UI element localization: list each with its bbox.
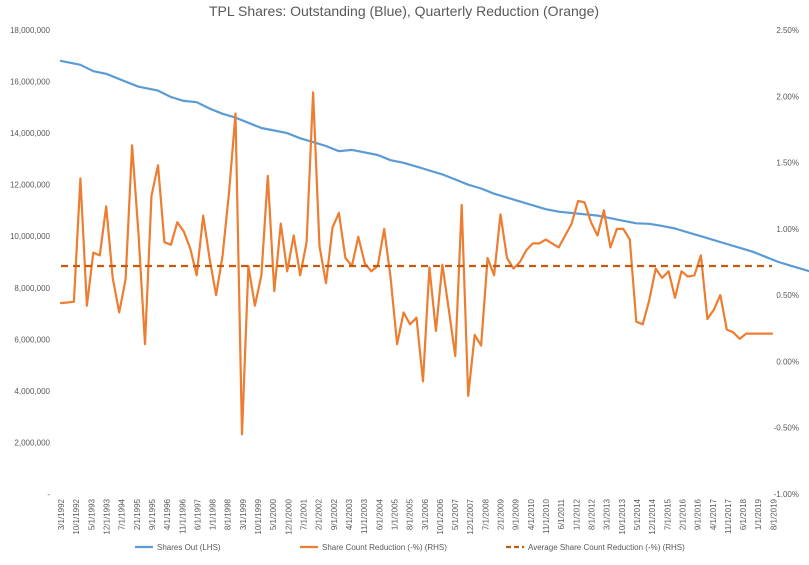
left-tick-label: 6,000,000 bbox=[14, 335, 50, 344]
right-tick-label: -0.50% bbox=[774, 424, 799, 433]
x-tick-label: 3/1/2013 bbox=[603, 498, 612, 530]
left-tick-label: 14,000,000 bbox=[10, 129, 51, 138]
x-tick-label: 11/1/2017 bbox=[724, 498, 733, 534]
right-tick-label: 1.50% bbox=[776, 159, 799, 168]
x-tick-label: 9/1/2002 bbox=[330, 498, 339, 530]
left-tick-label: 2,000,000 bbox=[14, 438, 50, 447]
x-tick-label: 5/1/2000 bbox=[269, 498, 278, 530]
legend-label: Share Count Reduction (-%) (RHS) bbox=[322, 543, 447, 552]
legend-label: Shares Out (LHS) bbox=[157, 543, 221, 552]
x-tick-label: 10/1/1992 bbox=[72, 498, 81, 534]
x-tick-label: 5/1/2007 bbox=[451, 498, 460, 530]
x-tick-label: 6/1/1997 bbox=[193, 498, 202, 530]
x-tick-label: 4/1/1996 bbox=[163, 498, 172, 530]
x-tick-label: 7/1/2001 bbox=[300, 498, 309, 530]
x-tick-label: 8/1/1998 bbox=[224, 498, 233, 530]
x-tick-label: 3/1/1999 bbox=[239, 498, 248, 530]
x-tick-label: 1/1/2012 bbox=[572, 498, 581, 530]
x-tick-label: 7/1/2008 bbox=[481, 498, 490, 530]
left-tick-label: 4,000,000 bbox=[14, 387, 50, 396]
left-tick-label: 10,000,000 bbox=[10, 232, 51, 241]
x-tick-label: 11/1/2003 bbox=[360, 498, 369, 534]
right-tick-label: 1.00% bbox=[776, 225, 799, 234]
right-tick-label: 0.00% bbox=[776, 357, 799, 366]
x-tick-label: 8/1/2019 bbox=[769, 498, 778, 530]
x-tick-label: 12/1/1993 bbox=[102, 498, 111, 534]
x-tick-label: 5/1/2014 bbox=[633, 498, 642, 530]
x-tick-label: 2/1/1995 bbox=[133, 498, 142, 530]
left-tick-label: 8,000,000 bbox=[14, 284, 50, 293]
x-tick-label: 3/1/2006 bbox=[421, 498, 430, 530]
right-tick-label: 0.50% bbox=[776, 291, 799, 300]
x-tick-label: 3/1/1992 bbox=[57, 498, 66, 530]
x-tick-label: 2/1/2002 bbox=[315, 498, 324, 530]
right-tick-label: 2.50% bbox=[776, 26, 799, 35]
share-count-reduction-line bbox=[59, 91, 774, 436]
x-tick-label: 8/1/2005 bbox=[406, 498, 415, 530]
x-tick-label: 2/1/2009 bbox=[497, 498, 506, 530]
x-tick-label: 10/1/2013 bbox=[618, 498, 627, 534]
legend: Shares Out (LHS) Share Count Reduction (-… bbox=[135, 543, 685, 552]
series-layer bbox=[59, 59, 809, 436]
left-tick-label: 18,000,000 bbox=[10, 26, 51, 35]
x-tick-label: 6/1/2004 bbox=[375, 498, 384, 530]
left-tick-label: - bbox=[47, 490, 50, 499]
x-tick-label: 4/1/2017 bbox=[709, 498, 718, 530]
x-tick-label: 10/1/2006 bbox=[436, 498, 445, 534]
right-tick-label: -1.00% bbox=[774, 490, 799, 499]
x-tick-label: 12/1/2007 bbox=[466, 498, 475, 534]
x-tick-label: 4/1/2010 bbox=[527, 498, 536, 530]
x-tick-label: 12/1/2000 bbox=[284, 498, 293, 534]
legend-label: Average Share Count Reduction (-%) (RHS) bbox=[528, 543, 685, 552]
left-tick-label: 12,000,000 bbox=[10, 181, 51, 190]
x-tick-label: 6/1/2011 bbox=[557, 498, 566, 529]
x-tick-label: 1/1/2019 bbox=[754, 498, 763, 530]
x-tick-label: 10/1/1999 bbox=[254, 498, 263, 534]
chart-title: TPL Shares: Outstanding (Blue), Quarterl… bbox=[209, 3, 599, 19]
x-tick-label: 8/1/2012 bbox=[588, 498, 597, 530]
x-tick-label: 9/1/1995 bbox=[148, 498, 157, 530]
left-axis: - 2,000,000 4,000,000 6,000,000 8,000,000 10,… bbox=[10, 26, 51, 499]
right-axis: -1.00% -0.50% 0.00% 0.50% 1.00% 1.50% 2.00% 2.5… bbox=[774, 26, 799, 499]
x-tick-label: 11/1/1996 bbox=[178, 498, 187, 534]
x-tick-label: 1/1/1998 bbox=[209, 498, 218, 530]
x-tick-label: 9/1/2016 bbox=[694, 498, 703, 530]
x-tick-label: 6/1/2018 bbox=[739, 498, 748, 530]
right-tick-label: 2.00% bbox=[776, 92, 799, 101]
left-tick-label: 16,000,000 bbox=[10, 78, 51, 87]
x-axis: 3/1/1992 10/1/1992 5/1/1993 12/1/1993 7/1/19… bbox=[57, 498, 778, 534]
x-tick-label: 12/1/2014 bbox=[648, 498, 657, 534]
x-tick-label: 7/1/1994 bbox=[118, 498, 127, 530]
x-tick-label: 5/1/1993 bbox=[87, 498, 96, 530]
x-tick-label: 4/1/2003 bbox=[345, 498, 354, 530]
x-tick-label: 11/1/2010 bbox=[542, 498, 551, 534]
x-tick-label: 7/1/2015 bbox=[663, 498, 672, 530]
x-tick-label: 1/1/2005 bbox=[390, 498, 399, 530]
x-tick-label: 9/1/2009 bbox=[512, 498, 521, 530]
x-tick-label: 2/1/2016 bbox=[678, 498, 687, 530]
shares-out-line bbox=[59, 59, 809, 273]
